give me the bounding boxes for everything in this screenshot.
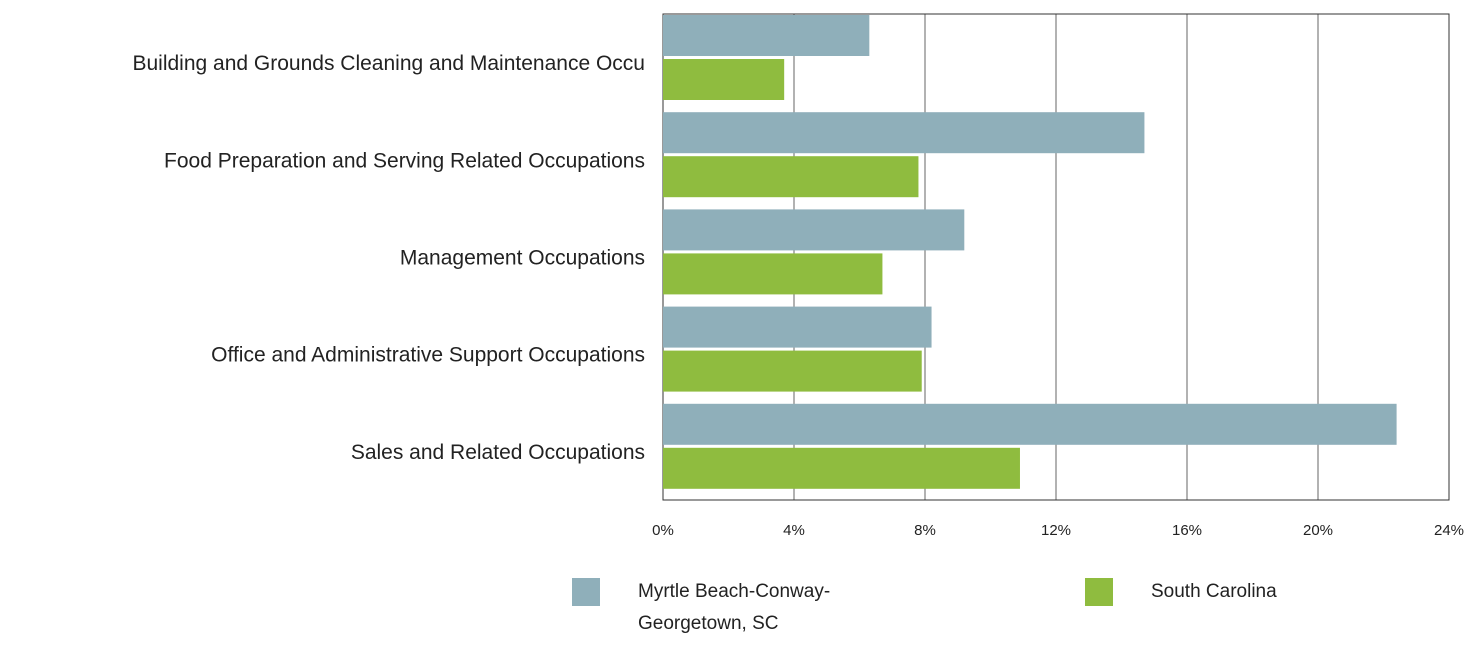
y-tick-label: Office and Administrative Support Occupa… (211, 344, 645, 367)
legend-swatch (1085, 578, 1113, 606)
y-tick-label: Food Preparation and Serving Related Occ… (164, 149, 645, 172)
bar (663, 253, 883, 295)
bar (663, 403, 1397, 445)
bar (663, 15, 870, 56)
bar (663, 59, 785, 100)
legend-item: South Carolina (1085, 576, 1451, 608)
chart: 0% 4% 8% 12% 16% 20% 24% Building and Grounds C… (132, 13, 1464, 539)
bar (663, 209, 965, 251)
legend-swatch (572, 578, 600, 606)
x-tick-label: 16% (1172, 522, 1202, 539)
y-tick-label: Management Occupations (400, 247, 645, 270)
x-tick-label: 4% (783, 522, 805, 539)
legend-label: South Carolina (1151, 581, 1277, 602)
legend-label: Myrtle Beach-Conway-Georgetown, SC (638, 581, 831, 634)
y-tick-label: Building and Grounds Cleaning and Mainte… (132, 52, 645, 75)
x-tick-label: 0% (652, 522, 674, 539)
bar (663, 156, 919, 198)
bar (663, 447, 1020, 489)
bar (663, 306, 932, 348)
legend-item: Myrtle Beach-Conway-Georgetown, SC (572, 576, 938, 640)
bar (663, 350, 922, 392)
x-tick-label: 24% (1434, 522, 1464, 539)
x-tick-label: 8% (914, 522, 936, 539)
x-tick-label: 12% (1041, 522, 1071, 539)
x-tick-label: 20% (1303, 522, 1333, 539)
y-tick-label: Sales and Related Occupations (351, 441, 645, 464)
bar (663, 112, 1145, 154)
